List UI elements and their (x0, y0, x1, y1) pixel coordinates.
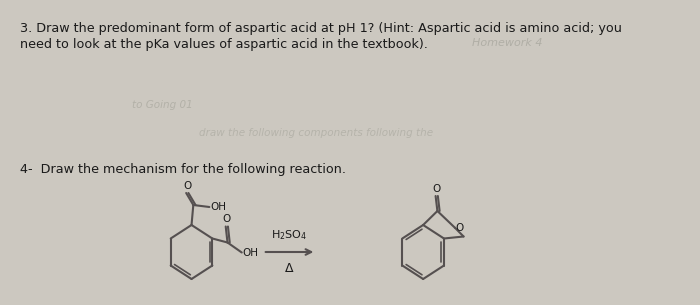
Text: O: O (223, 214, 231, 224)
Text: Homework 4: Homework 4 (472, 38, 542, 48)
Text: draw the following components following the: draw the following components following … (199, 128, 433, 138)
Text: OH: OH (243, 247, 258, 257)
Text: 3. Draw the predominant form of aspartic acid at pH 1? (Hint: Aspartic acid is a: 3. Draw the predominant form of aspartic… (20, 22, 622, 35)
Text: OH: OH (210, 202, 226, 212)
Text: O: O (433, 184, 440, 194)
Text: O: O (183, 181, 191, 191)
Text: need to look at the pKa values of aspartic acid in the textbook).: need to look at the pKa values of aspart… (20, 38, 428, 51)
Text: 4-  Draw the mechanism for the following reaction.: 4- Draw the mechanism for the following … (20, 163, 346, 176)
Text: to Going 01: to Going 01 (132, 100, 192, 110)
Text: O: O (456, 223, 464, 233)
Text: H$_2$SO$_4$: H$_2$SO$_4$ (272, 228, 307, 242)
Text: Δ: Δ (286, 262, 294, 275)
